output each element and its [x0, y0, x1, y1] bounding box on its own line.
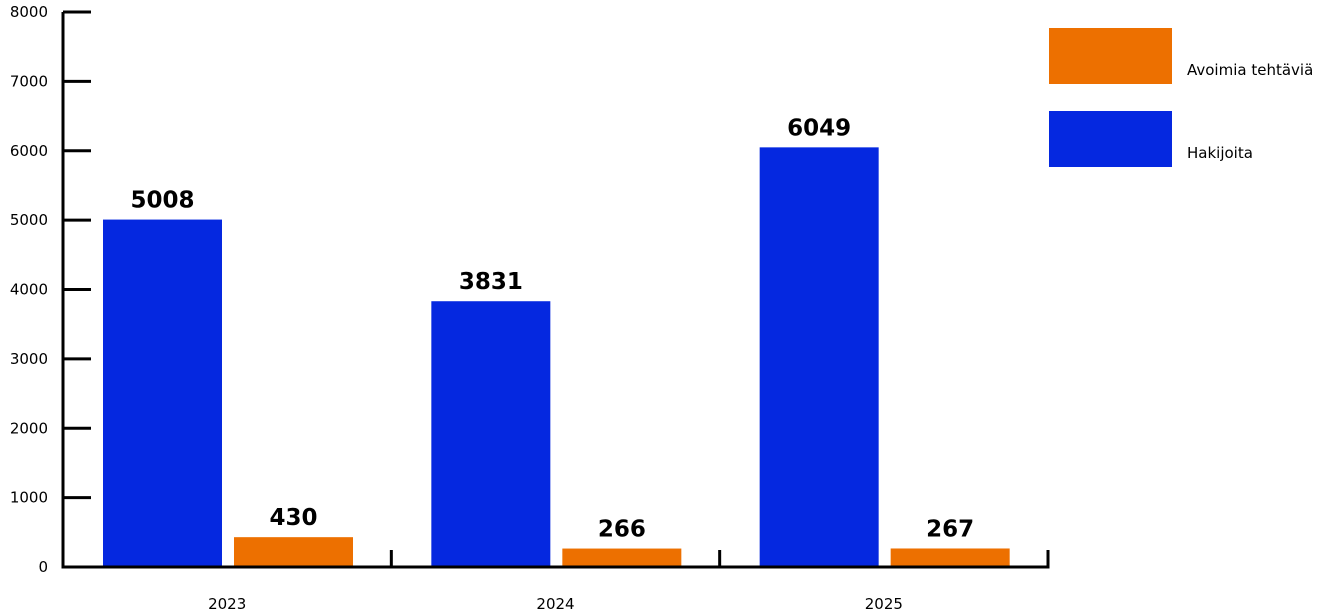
- legend-swatch: [1049, 28, 1172, 84]
- bar-hakijoita-2025: [759, 147, 879, 566]
- legend-label: Avoimia tehtäviä: [1187, 61, 1313, 79]
- data-label: 267: [926, 516, 974, 542]
- x-tick-label: 2025: [865, 595, 903, 613]
- x-tick-label: 2023: [208, 595, 246, 613]
- legend: Avoimia tehtäviä Hakijoita: [1049, 28, 1313, 167]
- data-label: 266: [598, 517, 646, 543]
- x-tick-label: 2024: [536, 595, 574, 613]
- bar-avoimia-teht-vi--2025: [890, 548, 1010, 566]
- bar-avoimia-teht-vi--2023: [234, 537, 353, 566]
- data-label: 6049: [787, 115, 851, 141]
- y-tick-label: 1000: [10, 489, 48, 507]
- y-tick-label: 3000: [10, 350, 48, 368]
- y-axis: 0 1000 2000 3000 4000 5000 6000 7000 8000: [10, 3, 91, 576]
- y-tick-label: 0: [38, 558, 48, 576]
- bar-hakijoita-2024: [431, 301, 551, 566]
- y-tick-label: 2000: [10, 419, 48, 437]
- legend-swatch: [1049, 111, 1172, 167]
- y-tick-label: 6000: [10, 142, 48, 160]
- bars: [103, 147, 1010, 566]
- y-tick-label: 4000: [10, 281, 48, 299]
- data-label: 430: [269, 505, 317, 531]
- x-axis: 2023 2024 2025: [63, 550, 1050, 613]
- bar-hakijoita-2023: [103, 219, 222, 566]
- y-tick-label: 8000: [10, 3, 48, 21]
- bar-avoimia-teht-vi--2024: [562, 548, 682, 566]
- data-label: 3831: [459, 269, 523, 295]
- data-label: 5008: [130, 188, 194, 214]
- value-labels: 5008 3831 6049 430 266 267: [130, 115, 974, 542]
- y-tick-label: 7000: [10, 72, 48, 90]
- legend-label: Hakijoita: [1187, 144, 1253, 162]
- y-tick-label: 5000: [10, 211, 48, 229]
